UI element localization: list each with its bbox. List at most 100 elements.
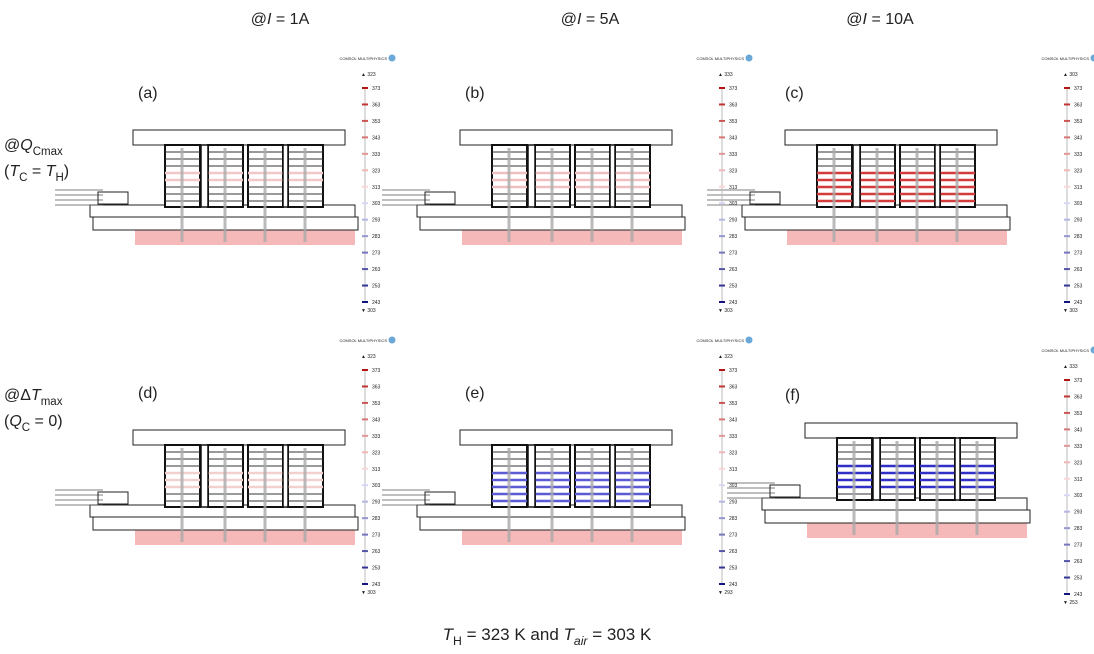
text-part: C: [22, 422, 30, 434]
logo-globe: [1091, 347, 1094, 354]
colorbar-tick-label: 323: [1074, 168, 1083, 174]
colorbar-tick-label: 333: [729, 434, 738, 440]
colorbar-tick-label: 283: [729, 516, 738, 522]
colorbar-tick-label: 273: [1074, 543, 1083, 549]
colorbar-tick-label: 313: [729, 185, 738, 191]
row-label: @QCmax: [4, 137, 63, 158]
colorbar-tick-label: 243: [372, 300, 381, 306]
colorbar-tick-label: 363: [1074, 102, 1083, 108]
text-part: air: [574, 634, 589, 648]
hot-side-sink: [807, 523, 1027, 538]
device-schematic: [382, 430, 685, 545]
colorbar-tick-label: 313: [372, 467, 381, 473]
colorbar-tick-label: 323: [1074, 460, 1083, 466]
colorbar-tick-label: 293: [729, 218, 738, 224]
colorbar-tick-label: 243: [1074, 300, 1083, 306]
colorbar-tick-label: 253: [372, 566, 381, 572]
logo-globe: [746, 55, 753, 62]
colorbar-min: ▼ 303: [361, 308, 376, 314]
software-logo: COMSOL MULTIPHYSICS: [339, 56, 387, 61]
text-part: @: [4, 137, 20, 154]
colorbar-tick-label: 303: [1074, 493, 1083, 499]
hot-side-sink: [135, 230, 355, 245]
colorbar-tick-label: 353: [372, 119, 381, 125]
figure: @I = 1A@I = 5A@I = 10A@QCmax(TC = TH)@ΔT…: [0, 0, 1094, 654]
colorbar-tick-label: 343: [372, 135, 381, 141]
colorbar-tick-label: 323: [729, 450, 738, 456]
colorbar-tick-label: 283: [729, 234, 738, 240]
text-part: @: [251, 11, 267, 28]
pillar: [610, 145, 615, 207]
pillar: [283, 445, 288, 507]
colorbar-tick-label: 283: [1074, 526, 1083, 532]
colorbar-max: ▲ 323: [361, 72, 376, 78]
wire-box: [98, 492, 128, 504]
colorbar-tick-label: 273: [729, 251, 738, 257]
colorbar-tick-label: 363: [372, 102, 381, 108]
row-label: (QC = 0): [4, 413, 63, 434]
pillar: [873, 438, 880, 500]
colorbar-tick-label: 293: [372, 500, 381, 506]
text-part: = 1A: [271, 11, 309, 28]
logo-globe: [1091, 55, 1094, 62]
text-part: ): [64, 163, 69, 180]
colorbar-tick-label: 273: [1074, 251, 1083, 257]
colorbar-tick-label: 333: [372, 152, 381, 158]
colorbar-tick-label: 313: [1074, 185, 1083, 191]
colorbar-tick-label: 303: [1074, 201, 1083, 207]
software-logo: COMSOL MULTIPHYSICS: [696, 56, 744, 61]
colorbar-tick-label: 323: [372, 450, 381, 456]
panel-label: (e): [465, 385, 485, 402]
panel-label: (b): [465, 85, 485, 102]
colorbar-min: ▼ 303: [361, 590, 376, 596]
colorbar-tick-label: 343: [729, 135, 738, 141]
colorbar-tick-label: 343: [1074, 427, 1083, 433]
text-part: H: [453, 634, 462, 648]
device-schematic: [55, 130, 358, 245]
pillar: [610, 445, 615, 507]
colorbar-tick-label: 333: [729, 152, 738, 158]
colorbar-tick-label: 243: [729, 300, 738, 306]
text-part: = 303 K: [588, 625, 652, 644]
colorbar-tick-label: 353: [1074, 119, 1083, 125]
colorbar-tick-label: 373: [729, 86, 738, 92]
panel-label: (f): [785, 387, 800, 404]
colorbar-min: ▼ 253: [1063, 600, 1078, 606]
text-part: @: [561, 11, 577, 28]
panel-label: (a): [138, 85, 158, 102]
colorbar-tick-label: 343: [372, 417, 381, 423]
colorbar-tick-label: 293: [1074, 510, 1083, 516]
pillar: [283, 145, 288, 207]
panel-label: (c): [785, 85, 804, 102]
colorbar-tick-label: 373: [372, 86, 381, 92]
top-plate: [785, 130, 997, 145]
colorbar-tick-label: 253: [1074, 576, 1083, 582]
colorbar-tick-label: 373: [729, 368, 738, 374]
text-part: = 0): [30, 413, 62, 430]
colorbar-tick-label: 363: [1074, 394, 1083, 400]
colorbar-tick-label: 323: [729, 168, 738, 174]
colorbar-tick-label: 363: [372, 384, 381, 390]
pillar: [201, 145, 208, 207]
colorbar-max: ▲ 333: [718, 72, 733, 78]
top-plate: [133, 430, 345, 445]
colorbar-tick-label: 273: [372, 251, 381, 257]
colorbar-min: ▼ 303: [718, 308, 733, 314]
device-schematic: [727, 423, 1030, 538]
logo-globe: [389, 337, 396, 344]
pillar: [955, 438, 960, 500]
colorbar-tick-label: 333: [1074, 152, 1083, 158]
column-header: @I = 10A: [846, 11, 914, 28]
colorbar-tick-label: 373: [1074, 378, 1083, 384]
hot-side-sink: [462, 230, 682, 245]
text-part: =: [27, 163, 45, 180]
top-plate: [133, 130, 345, 145]
wire-box: [98, 192, 128, 204]
text-part: @Δ: [4, 387, 31, 404]
colorbar-tick-label: 283: [1074, 234, 1083, 240]
wire-box: [750, 192, 780, 204]
colorbar-tick-label: 353: [1074, 411, 1083, 417]
colorbar-tick-label: 263: [1074, 267, 1083, 273]
logo-globe: [389, 55, 396, 62]
software-logo: COMSOL MULTIPHYSICS: [696, 338, 744, 343]
